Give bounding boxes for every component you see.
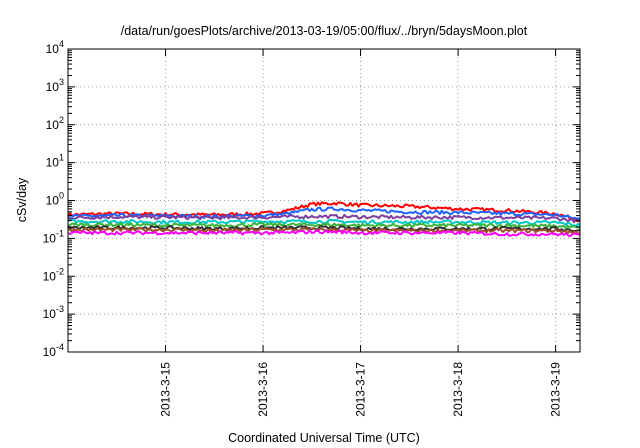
series-line-8 — [67, 229, 581, 238]
y-tick-label: 103 — [46, 77, 64, 94]
y-axis-label: cSv/day — [15, 177, 29, 222]
x-tick-label: 2013-3-16 — [256, 362, 270, 417]
y-tick-label: 104 — [46, 39, 64, 56]
y-tick-label: 10-3 — [43, 304, 64, 321]
grid — [68, 49, 580, 352]
series-line-6 — [67, 225, 581, 232]
x-tick-label: 2013-3-18 — [451, 362, 465, 417]
x-axis: 2013-3-15 2013-3-16 2013-3-17 2013-3-18 2013… — [159, 49, 563, 417]
y-tick-label: 102 — [46, 115, 64, 132]
y-axis: 104 103 102 101 100 10-1 10-2 10-3 10-4 — [43, 39, 580, 359]
series-line-7 — [67, 227, 581, 236]
series-line-3 — [67, 213, 581, 224]
x-tick-label: 2013-3-15 — [159, 362, 173, 417]
y-tick-label: 101 — [46, 153, 64, 170]
series-group — [67, 201, 581, 238]
y-tick-label: 10-4 — [43, 342, 64, 359]
y-tick-label: 10-2 — [43, 266, 64, 283]
x-tick-label: 2013-3-17 — [354, 362, 368, 417]
x-axis-label: Coordinated Universal Time (UTC) — [228, 431, 420, 445]
x-tick-label: 2013-3-19 — [549, 362, 563, 417]
y-tick-label: 100 — [46, 191, 64, 208]
y-tick-label: 10-1 — [43, 228, 64, 245]
chart-title: /data/run/goesPlots/archive/2013-03-19/0… — [121, 24, 528, 38]
